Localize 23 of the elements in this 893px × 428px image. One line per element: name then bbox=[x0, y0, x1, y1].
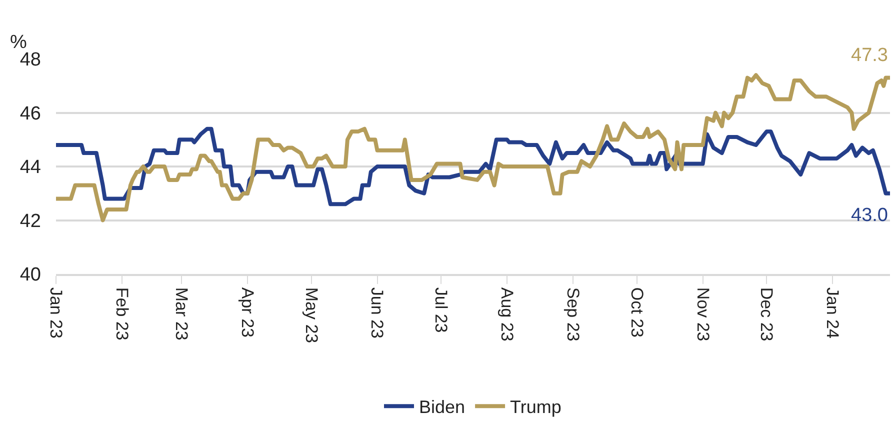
x-tick-label: Jan 24 bbox=[823, 287, 842, 338]
x-tick-label: Feb 23 bbox=[112, 287, 132, 340]
x-tick-label: Dec 23 bbox=[757, 287, 776, 342]
annotation: 47.3 bbox=[851, 45, 888, 66]
x-tick-label: Sep 23 bbox=[563, 287, 582, 342]
x-tick-label: Apr 23 bbox=[238, 287, 257, 338]
x-tick-label: Jan 23 bbox=[46, 287, 66, 338]
y-tick-label: 42 bbox=[20, 210, 41, 232]
y-tick-label: 44 bbox=[20, 157, 42, 178]
line-series bbox=[56, 73, 890, 222]
y-tick-label: 40 bbox=[20, 264, 41, 286]
x-tick-label: Aug 23 bbox=[498, 287, 517, 342]
line-series bbox=[56, 126, 890, 206]
legend-label: Biden bbox=[419, 397, 466, 418]
legend-label: Trump bbox=[510, 397, 562, 418]
x-tick-label: Jun 23 bbox=[368, 287, 387, 338]
x-tick-label: Nov 23 bbox=[693, 287, 712, 342]
x-tick-label: May 23 bbox=[302, 287, 321, 344]
annotation: 43.0 bbox=[851, 205, 888, 226]
y-tick-label: 46 bbox=[20, 103, 41, 124]
x-tick-label: Oct 23 bbox=[627, 287, 646, 338]
x-tick-label: Jul 23 bbox=[432, 287, 451, 333]
x-tick-label: Mar 23 bbox=[172, 287, 192, 340]
